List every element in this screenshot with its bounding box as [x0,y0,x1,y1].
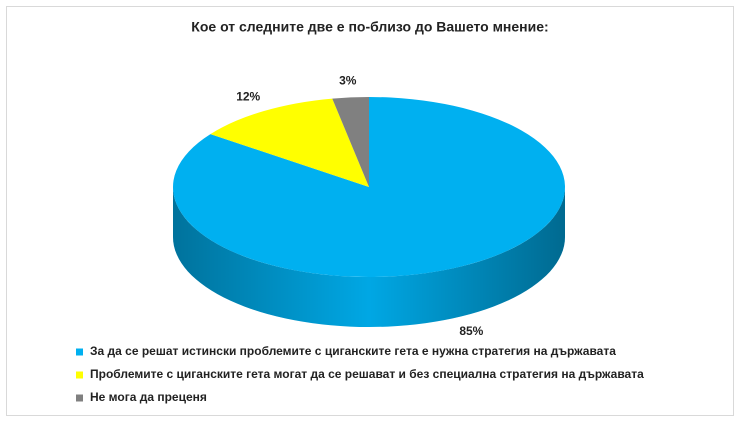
data-label: 85% [459,324,483,338]
data-label: 12% [236,90,260,104]
slice-side-shade [173,187,565,327]
legend-label: За да се решат истински проблемите с циг… [90,344,616,358]
legend-swatch [76,394,83,402]
legend-swatch [76,348,83,356]
slice [210,98,369,187]
legend-swatch [76,371,83,379]
pie: 85% 12% 3% [172,73,566,338]
legend-label: Проблемите с циганските гета могат да се… [90,367,644,381]
legend: За да се решат истински проблемите с циг… [76,344,644,404]
legend-label: Не мога да преценя [90,390,207,404]
slice [332,97,369,187]
data-label: 3% [339,73,357,87]
chart-title: Кое от следните две е по-близо до Вашето… [191,19,548,35]
